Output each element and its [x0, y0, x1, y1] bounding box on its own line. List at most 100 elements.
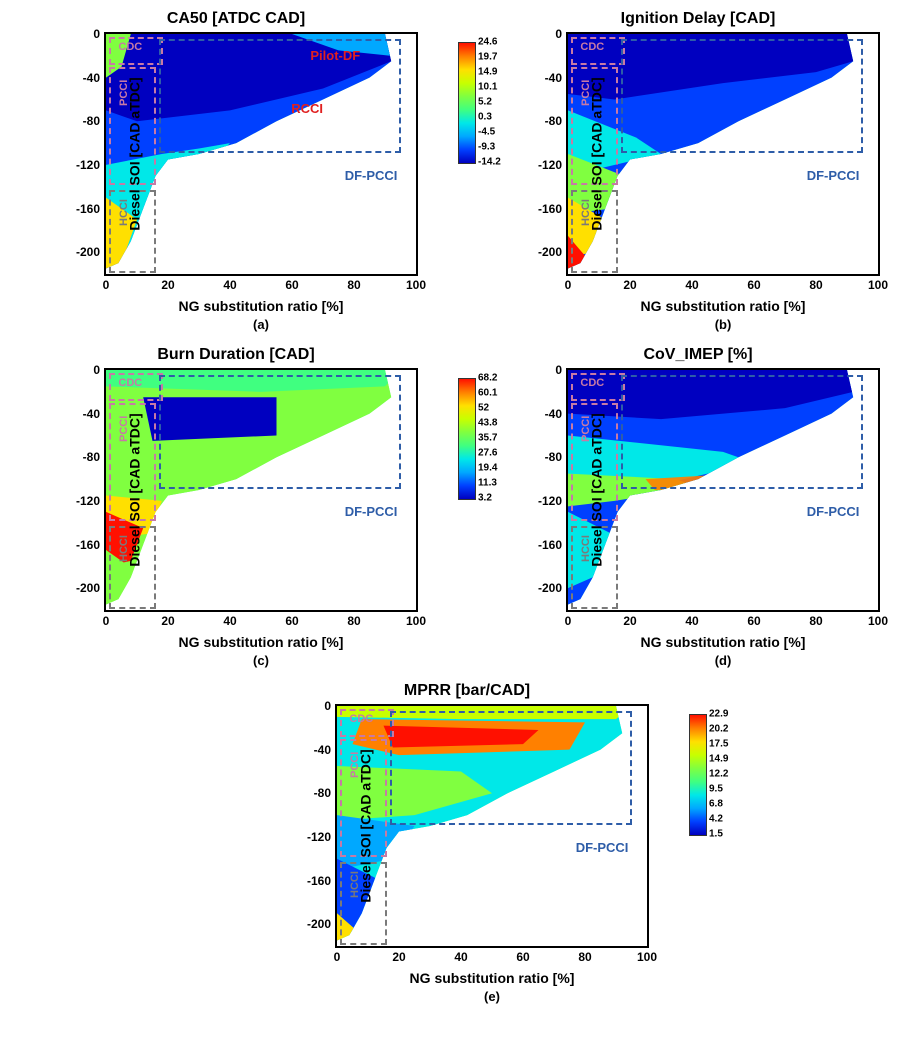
xtick: 100 [868, 278, 888, 292]
panel-c: Burn Duration [CAD] CDCPCCIHCCIDF-PCCI0-4… [10, 346, 462, 662]
colorbar: 22.920.217.514.912.29.56.84.21.5 [689, 714, 705, 834]
xtick: 20 [161, 278, 174, 292]
region-label-cdc: CDC [118, 377, 142, 389]
xtick: 100 [868, 614, 888, 628]
ytick: -160 [299, 874, 331, 888]
xtick: 40 [223, 614, 236, 628]
xtick: 60 [516, 950, 529, 964]
xlabel: NG substitution ratio [%] [641, 298, 806, 314]
ytick: -120 [299, 830, 331, 844]
panel-e: MPRR [bar/CAD]CDCPCCIHCCIDF-PCCI0-40-80-… [239, 682, 696, 998]
region-box-dfpcci [621, 39, 864, 152]
xtick: 60 [747, 614, 760, 628]
region-label-cdc: CDC [118, 41, 142, 53]
plot-title: CA50 [ATDC CAD] [10, 10, 462, 28]
ytick: 0 [530, 27, 562, 41]
ytick: -120 [530, 158, 562, 172]
subcaption: (a) [253, 317, 269, 332]
plot-title: Burn Duration [CAD] [10, 346, 462, 364]
xtick: 60 [285, 614, 298, 628]
ytick: -200 [530, 245, 562, 259]
xtick: 0 [103, 614, 110, 628]
xtick: 80 [347, 278, 360, 292]
region-label-cdc: CDC [580, 377, 604, 389]
plot-title: CoV_IMEP [%] [472, 346, 914, 364]
ytick: -40 [530, 407, 562, 421]
ylabel: Diesel SOI [CAD aTDC] [358, 749, 374, 902]
ytick: 0 [68, 27, 100, 41]
xtick: 100 [406, 278, 426, 292]
xtick: 0 [565, 278, 572, 292]
ytick: -200 [68, 581, 100, 595]
ytick: -160 [68, 202, 100, 216]
ytick: -160 [530, 202, 562, 216]
ytick: -80 [299, 786, 331, 800]
subcaption: (b) [715, 317, 732, 332]
xlabel: NG substitution ratio [%] [410, 970, 575, 986]
ylabel: Diesel SOI [CAD aTDC] [589, 77, 605, 230]
ytick: -40 [68, 71, 100, 85]
region-label-rcci: RCCI [291, 101, 323, 116]
subcaption: (d) [715, 653, 732, 668]
colorbar-tick: 17.5 [709, 739, 728, 750]
region-label-pilot: Pilot-DF [310, 48, 360, 63]
ytick: -160 [68, 538, 100, 552]
ytick: -80 [530, 450, 562, 464]
ytick: -160 [530, 538, 562, 552]
region-label-dfpcci: DF-PCCI [576, 840, 629, 855]
region-label-dfpcci: DF-PCCI [345, 504, 398, 519]
region-box-dfpcci [390, 711, 633, 824]
xtick: 0 [565, 614, 572, 628]
xtick: 20 [623, 614, 636, 628]
axes: CDCPCCIHCCIDF-PCCI0-40-80-120-160-200020… [335, 704, 649, 948]
ytick: -80 [530, 114, 562, 128]
panel-d: CoV_IMEP [%] CDCPCCIHCCIDF-PCCI0-40-80-12… [472, 346, 914, 662]
axes: CDCPCCIHCCIDF-PCCI0-40-80-120-160-200020… [566, 32, 880, 276]
axes: CDCPCCIHCCIDF-PCCIPilot-DFRCCI0-40-80-12… [104, 32, 418, 276]
plot-title: Ignition Delay [CAD] [472, 10, 914, 28]
colorbar-tick: 22.9 [709, 709, 728, 720]
region-box-dfpcci [621, 375, 864, 488]
region-label-cdc: CDC [580, 41, 604, 53]
region-box-dfpcci [159, 375, 402, 488]
region-label-dfpcci: DF-PCCI [807, 168, 860, 183]
region-box-dfpcci [159, 39, 402, 152]
ytick: -40 [68, 407, 100, 421]
colorbar-tick: 14.9 [709, 754, 728, 765]
xtick: 20 [161, 614, 174, 628]
ytick: -80 [68, 450, 100, 464]
ytick: -120 [68, 494, 100, 508]
xlabel: NG substitution ratio [%] [179, 634, 344, 650]
xtick: 60 [285, 278, 298, 292]
colorbar-tick: 9.5 [709, 784, 723, 795]
xtick: 40 [223, 278, 236, 292]
xtick: 100 [637, 950, 657, 964]
xtick: 40 [685, 614, 698, 628]
region-label-cdc: CDC [349, 713, 373, 725]
ytick: -200 [299, 917, 331, 931]
xtick: 20 [623, 278, 636, 292]
colorbar-tick: 12.2 [709, 769, 728, 780]
ylabel: Diesel SOI [CAD aTDC] [127, 413, 143, 566]
ytick: -200 [530, 581, 562, 595]
xlabel: NG substitution ratio [%] [641, 634, 806, 650]
ylabel: Diesel SOI [CAD aTDC] [127, 77, 143, 230]
xlabel: NG substitution ratio [%] [179, 298, 344, 314]
xtick: 100 [406, 614, 426, 628]
ylabel: Diesel SOI [CAD aTDC] [589, 413, 605, 566]
colorbar-tick: 4.2 [709, 814, 723, 825]
ytick: -40 [530, 71, 562, 85]
ytick: -120 [68, 158, 100, 172]
xtick: 20 [392, 950, 405, 964]
ytick: 0 [299, 699, 331, 713]
xtick: 60 [747, 278, 760, 292]
ytick: -40 [299, 743, 331, 757]
axes: CDCPCCIHCCIDF-PCCI0-40-80-120-160-200020… [566, 368, 880, 612]
colorbar-tick: 20.2 [709, 724, 728, 735]
axes: CDCPCCIHCCIDF-PCCI0-40-80-120-160-200020… [104, 368, 418, 612]
ytick: -120 [530, 494, 562, 508]
ytick: 0 [530, 363, 562, 377]
xtick: 0 [334, 950, 341, 964]
ytick: -200 [68, 245, 100, 259]
panel-b: Ignition Delay [CAD] CDCPCCIHCCIDF-PCCI0-… [472, 10, 914, 326]
